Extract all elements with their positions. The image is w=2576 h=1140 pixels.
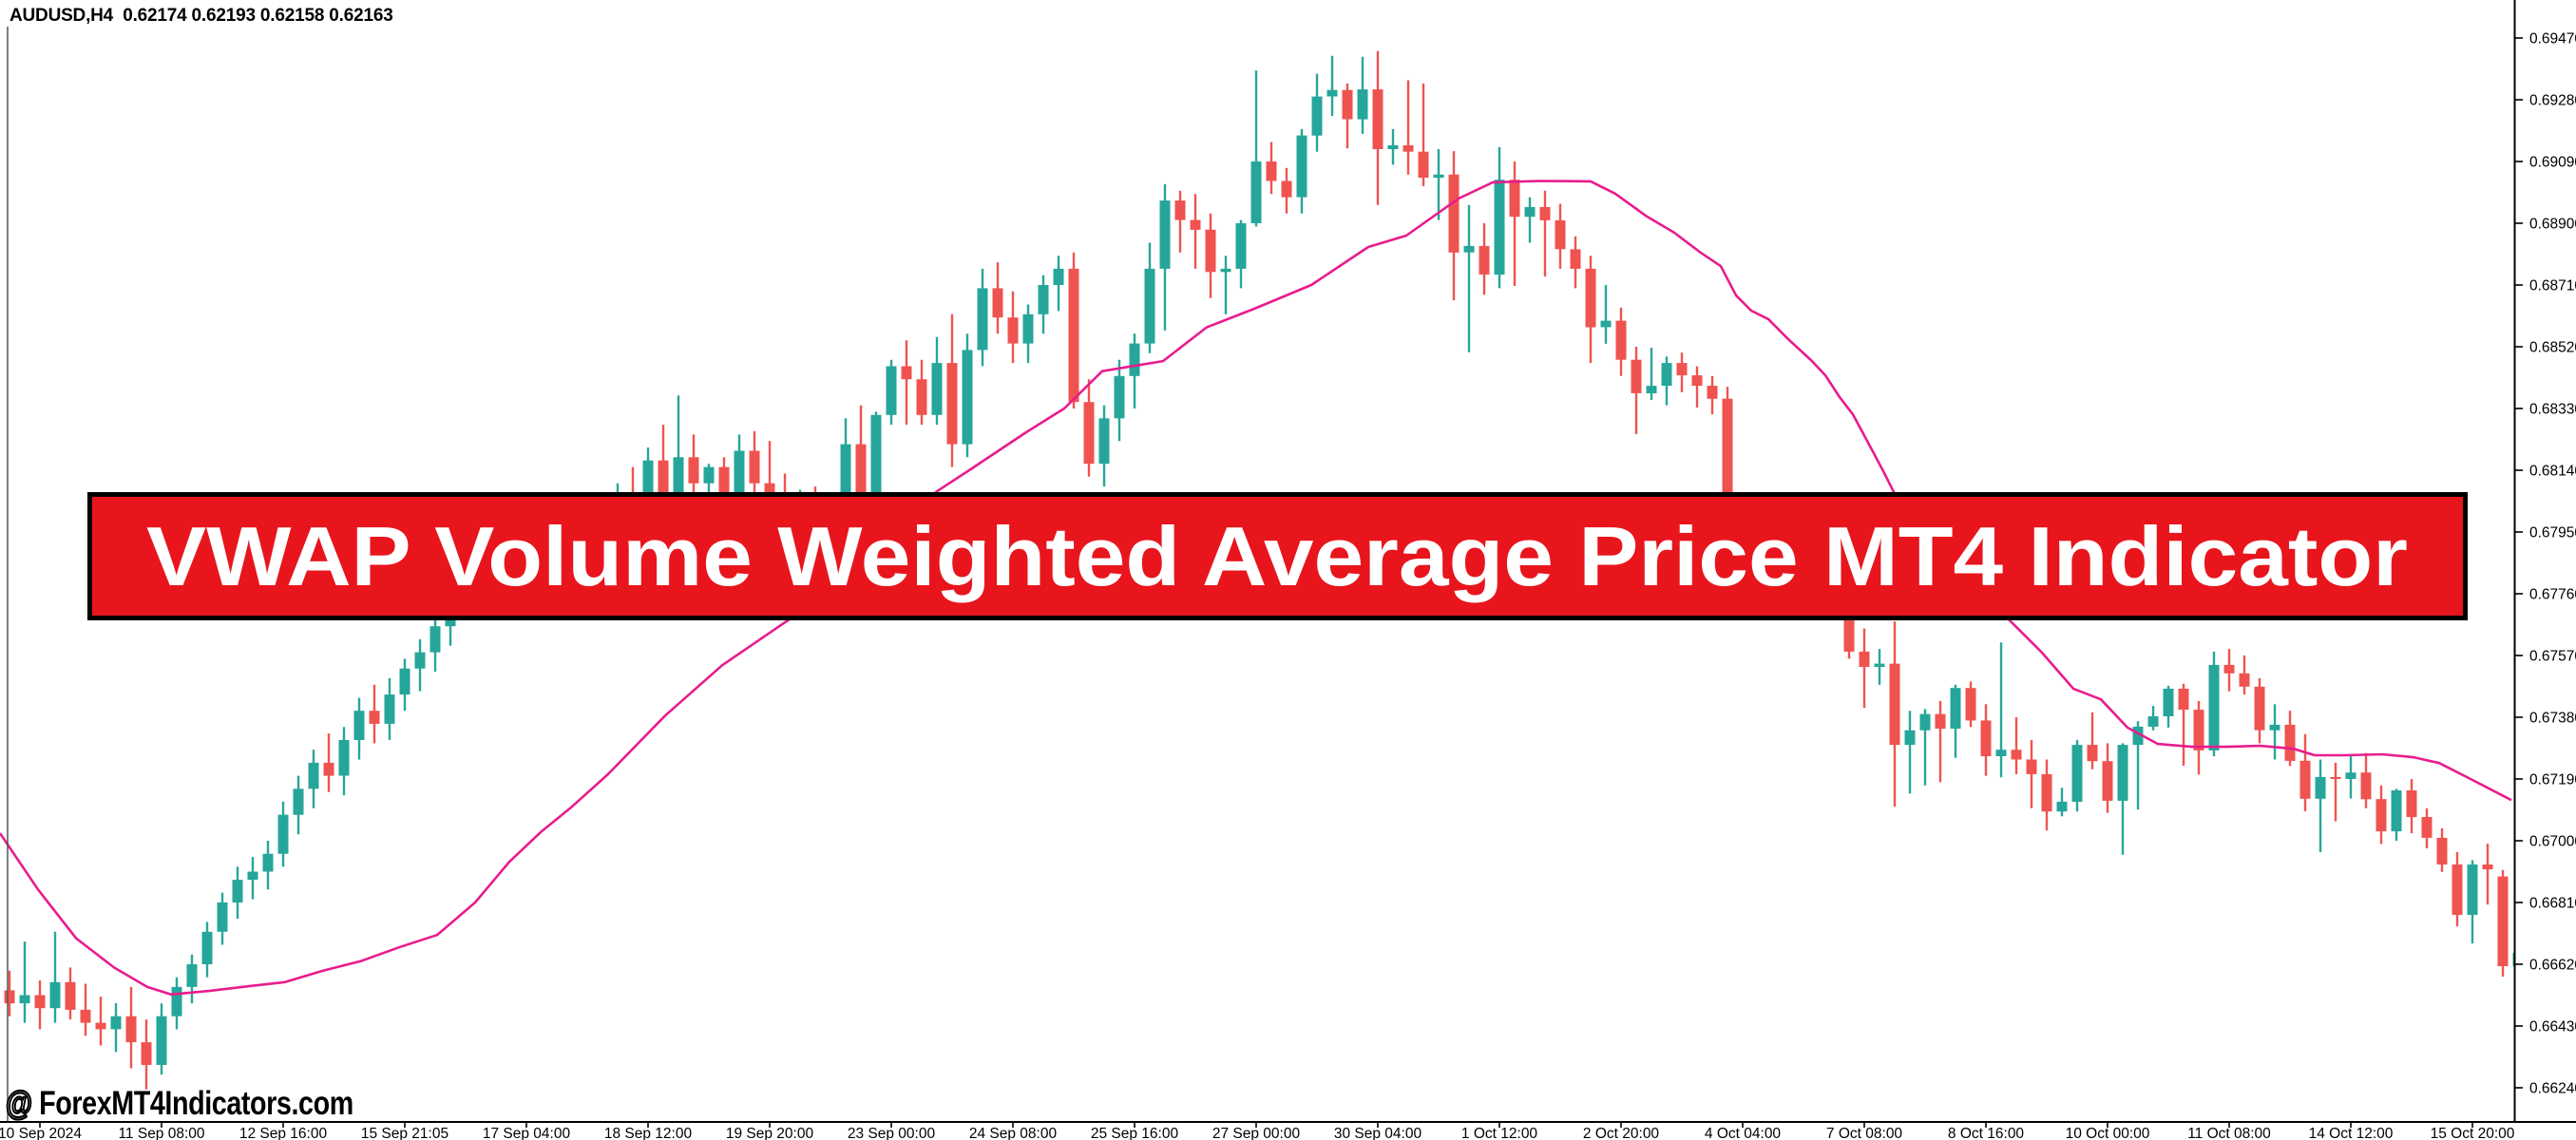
- svg-text:11 Oct 08:00: 11 Oct 08:00: [2187, 1126, 2271, 1140]
- svg-text:17 Sep 04:00: 17 Sep 04:00: [483, 1126, 571, 1140]
- svg-text:25 Sep 16:00: 25 Sep 16:00: [1091, 1126, 1179, 1140]
- svg-text:27 Sep 00:00: 27 Sep 00:00: [1212, 1126, 1301, 1140]
- svg-text:15 Oct 20:00: 15 Oct 20:00: [2431, 1126, 2515, 1140]
- banner-text: VWAP Volume Weighted Average Price MT4 I…: [146, 509, 2408, 603]
- time-axis[interactable]: 10 Sep 2024 11 Sep 08:00 12 Sep 16:00 15 Se…: [0, 1121, 2515, 1140]
- svg-text:30 Sep 04:00: 30 Sep 04:00: [1334, 1126, 1422, 1140]
- svg-text:2 Oct 20:00: 2 Oct 20:00: [1583, 1126, 1660, 1140]
- svg-text:11 Sep 08:00: 11 Sep 08:00: [118, 1126, 204, 1140]
- svg-text:10 Sep 2024: 10 Sep 2024: [0, 1126, 82, 1140]
- svg-text:24 Sep 08:00: 24 Sep 08:00: [969, 1126, 1058, 1140]
- svg-text:7 Oct 08:00: 7 Oct 08:00: [1826, 1126, 1903, 1140]
- svg-text:10 Oct 00:00: 10 Oct 00:00: [2066, 1126, 2150, 1140]
- svg-text:14 Oct 12:00: 14 Oct 12:00: [2309, 1126, 2394, 1140]
- svg-text:8 Oct 16:00: 8 Oct 16:00: [1948, 1126, 2025, 1140]
- svg-text:1 Oct 12:00: 1 Oct 12:00: [1461, 1126, 1538, 1140]
- svg-text:19 Sep 20:00: 19 Sep 20:00: [726, 1126, 814, 1140]
- svg-text:4 Oct 04:00: 4 Oct 04:00: [1705, 1126, 1782, 1140]
- svg-text:12 Sep 16:00: 12 Sep 16:00: [239, 1126, 328, 1140]
- svg-text:18 Sep 12:00: 18 Sep 12:00: [604, 1126, 693, 1140]
- banner-text-svg: VWAP Volume Weighted Average Price MT4 I…: [146, 509, 2408, 603]
- svg-text:15 Sep 21:05: 15 Sep 21:05: [361, 1126, 448, 1140]
- at-symbol: @: [5, 1084, 33, 1123]
- site-watermark: @ ForexMT4Indicators.com: [5, 1084, 353, 1123]
- chart-title: AUDUSD,H4 0.62174 0.62193 0.62158 0.6216…: [10, 6, 393, 26]
- svg-text:0.66240: 0.66240: [2529, 1081, 2576, 1097]
- watermark-text: ForexMT4Indicators.com: [31, 1085, 353, 1122]
- indicator-banner: VWAP Volume Weighted Average Price MT4 I…: [87, 492, 2468, 620]
- vwap-line[interactable]: [0, 180, 2512, 997]
- candlestick-series: [4, 50, 2514, 1090]
- svg-text:23 Sep 00:00: 23 Sep 00:00: [848, 1126, 936, 1140]
